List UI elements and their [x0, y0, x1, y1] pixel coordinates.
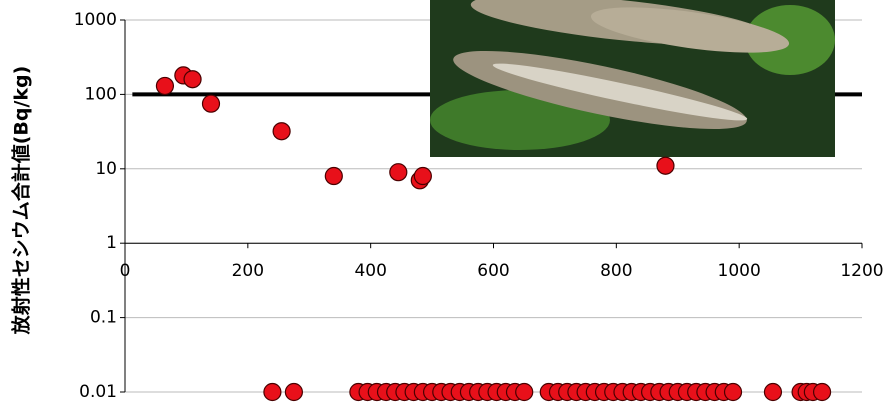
marker [272, 122, 291, 141]
marker [389, 163, 408, 182]
x-tick-label: 800 [600, 261, 632, 281]
x-tick-label: 600 [477, 261, 509, 281]
marker [284, 382, 303, 402]
marker [515, 382, 534, 402]
marker [263, 382, 282, 402]
photo-leaf [745, 5, 835, 75]
y-tick-label: 10 [95, 159, 117, 179]
x-tick-label: 1200 [840, 261, 883, 281]
x-tick-label: 1000 [718, 261, 761, 281]
y-tick-label: 0.01 [79, 382, 117, 402]
y-tick-label: 0.1 [90, 308, 117, 328]
y-tick-label: 100 [85, 84, 117, 104]
marker [812, 382, 832, 402]
y-axis-label: 放射性セシウム合計値(Bq/kg) [10, 66, 33, 336]
x-tick-label: 200 [232, 261, 264, 281]
marker [763, 382, 783, 402]
y-tick-label: 1 [106, 233, 117, 253]
y-tick-label: 1000 [74, 10, 117, 30]
x-tick-label: 400 [354, 261, 386, 281]
marker [723, 382, 743, 402]
marker [656, 156, 675, 175]
marker [183, 70, 202, 89]
photo-fish [492, 63, 748, 121]
x-tick-label: 0 [120, 261, 131, 281]
marker [155, 76, 175, 96]
photo [430, 0, 835, 157]
marker [413, 166, 432, 186]
marker [201, 94, 221, 113]
marker [324, 166, 343, 186]
photo-fish [590, 7, 790, 53]
